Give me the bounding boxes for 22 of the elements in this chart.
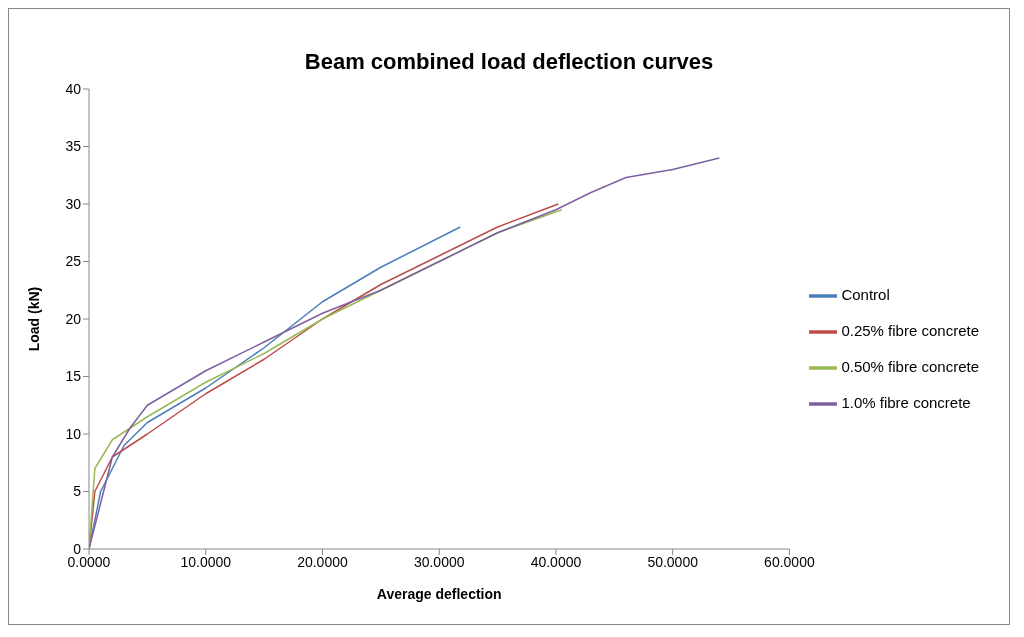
- legend-label: Control: [841, 286, 890, 303]
- y-tick-label: 20: [65, 310, 82, 327]
- y-tick-label: 10: [65, 425, 82, 442]
- x-tick-label: 30.0000: [413, 553, 465, 570]
- x-tick-label: 50.0000: [647, 553, 699, 570]
- y-tick-label: 5: [73, 483, 82, 500]
- x-tick-label: 10.0000: [180, 553, 232, 570]
- x-tick-label: 60.0000: [764, 553, 815, 570]
- y-tick-label: 35: [65, 138, 82, 155]
- y-axis-title: Load (kN): [25, 286, 42, 352]
- y-tick-label: 30: [65, 195, 82, 212]
- chart-title: Beam combined load deflection curves: [303, 48, 715, 76]
- y-tick-label: 25: [65, 253, 82, 270]
- legend-label: 0.25% fibre concrete: [841, 322, 979, 339]
- x-tick-label: 40.0000: [530, 553, 582, 570]
- y-tick-label: 40: [65, 80, 82, 97]
- line-series: [89, 157, 721, 549]
- y-tick-label: 15: [65, 368, 82, 385]
- legend-label: 0.50% fibre concrete: [841, 358, 979, 375]
- x-tick-label: 20.0000: [297, 553, 348, 570]
- legend-label: 1.0% fibre concrete: [841, 394, 971, 411]
- x-axis-title: Average deflection: [376, 586, 502, 602]
